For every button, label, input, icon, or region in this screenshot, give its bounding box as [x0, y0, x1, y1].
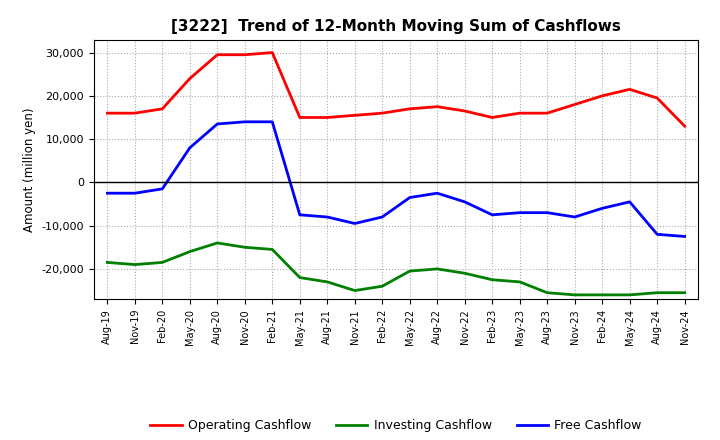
Y-axis label: Amount (million yen): Amount (million yen) — [23, 107, 36, 231]
Operating Cashflow — [130, 110, 139, 116]
Investing Cashflow — [653, 290, 662, 295]
Free Cashflow — [626, 199, 634, 205]
Operating Cashflow — [158, 106, 166, 111]
Operating Cashflow — [351, 113, 359, 118]
Free Cashflow — [351, 221, 359, 226]
Operating Cashflow — [213, 52, 222, 57]
Investing Cashflow — [213, 240, 222, 246]
Operating Cashflow — [103, 110, 112, 116]
Free Cashflow — [378, 214, 387, 220]
Operating Cashflow — [488, 115, 497, 120]
Operating Cashflow — [240, 52, 249, 57]
Free Cashflow — [295, 212, 304, 217]
Free Cashflow — [186, 145, 194, 150]
Operating Cashflow — [626, 87, 634, 92]
Operating Cashflow — [295, 115, 304, 120]
Operating Cashflow — [460, 108, 469, 114]
Operating Cashflow — [543, 110, 552, 116]
Operating Cashflow — [653, 95, 662, 101]
Free Cashflow — [433, 191, 441, 196]
Investing Cashflow — [405, 268, 414, 274]
Free Cashflow — [405, 195, 414, 200]
Investing Cashflow — [598, 292, 606, 297]
Operating Cashflow — [378, 110, 387, 116]
Line: Operating Cashflow: Operating Cashflow — [107, 52, 685, 126]
Operating Cashflow — [570, 102, 579, 107]
Investing Cashflow — [378, 283, 387, 289]
Free Cashflow — [653, 231, 662, 237]
Free Cashflow — [680, 234, 689, 239]
Free Cashflow — [268, 119, 276, 125]
Operating Cashflow — [680, 124, 689, 129]
Investing Cashflow — [488, 277, 497, 282]
Operating Cashflow — [323, 115, 332, 120]
Free Cashflow — [488, 212, 497, 217]
Investing Cashflow — [516, 279, 524, 285]
Investing Cashflow — [570, 292, 579, 297]
Free Cashflow — [570, 214, 579, 220]
Free Cashflow — [543, 210, 552, 215]
Investing Cashflow — [323, 279, 332, 285]
Free Cashflow — [240, 119, 249, 125]
Operating Cashflow — [186, 76, 194, 81]
Investing Cashflow — [130, 262, 139, 267]
Free Cashflow — [516, 210, 524, 215]
Legend: Operating Cashflow, Investing Cashflow, Free Cashflow: Operating Cashflow, Investing Cashflow, … — [145, 414, 647, 437]
Investing Cashflow — [295, 275, 304, 280]
Free Cashflow — [213, 121, 222, 127]
Investing Cashflow — [460, 271, 469, 276]
Investing Cashflow — [351, 288, 359, 293]
Investing Cashflow — [626, 292, 634, 297]
Free Cashflow — [130, 191, 139, 196]
Investing Cashflow — [433, 266, 441, 271]
Operating Cashflow — [433, 104, 441, 109]
Investing Cashflow — [680, 290, 689, 295]
Investing Cashflow — [268, 247, 276, 252]
Operating Cashflow — [405, 106, 414, 111]
Free Cashflow — [103, 191, 112, 196]
Line: Investing Cashflow: Investing Cashflow — [107, 243, 685, 295]
Investing Cashflow — [240, 245, 249, 250]
Title: [3222]  Trend of 12-Month Moving Sum of Cashflows: [3222] Trend of 12-Month Moving Sum of C… — [171, 19, 621, 34]
Investing Cashflow — [103, 260, 112, 265]
Operating Cashflow — [516, 110, 524, 116]
Free Cashflow — [598, 205, 606, 211]
Free Cashflow — [460, 199, 469, 205]
Investing Cashflow — [158, 260, 166, 265]
Free Cashflow — [323, 214, 332, 220]
Line: Free Cashflow: Free Cashflow — [107, 122, 685, 236]
Operating Cashflow — [598, 93, 606, 99]
Investing Cashflow — [543, 290, 552, 295]
Operating Cashflow — [268, 50, 276, 55]
Free Cashflow — [158, 186, 166, 191]
Investing Cashflow — [186, 249, 194, 254]
